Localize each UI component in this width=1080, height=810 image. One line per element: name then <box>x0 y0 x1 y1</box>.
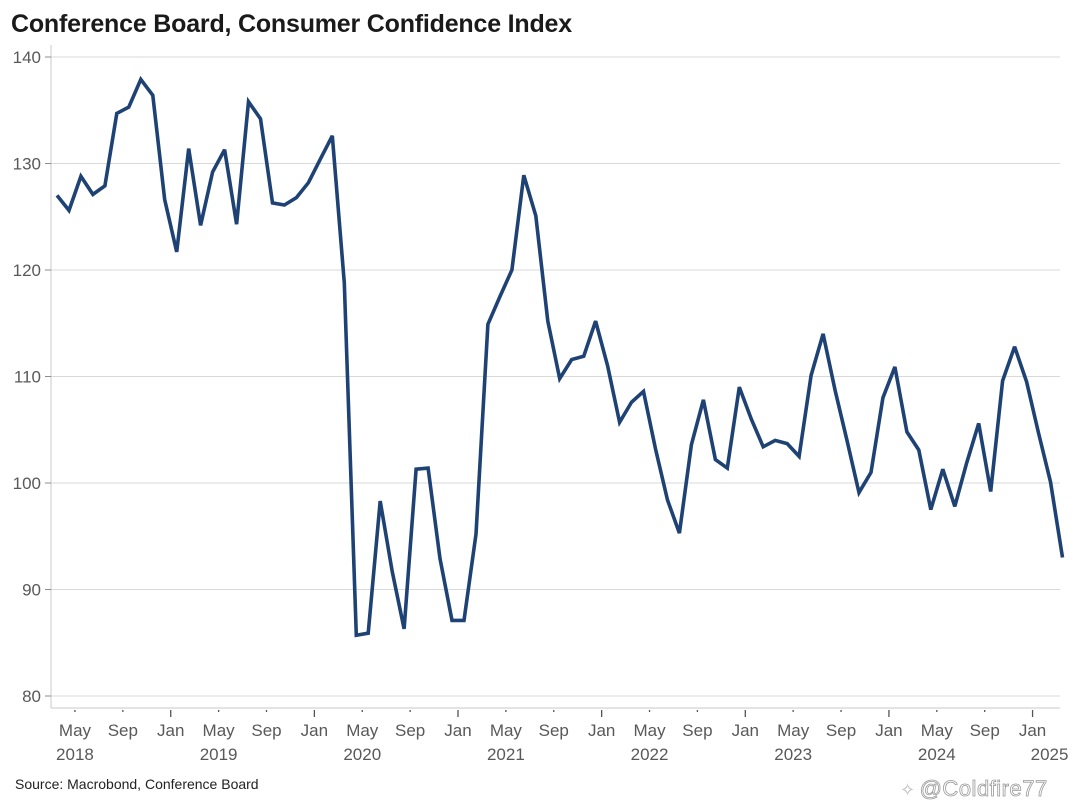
chart-title: Conference Board, Consumer Confidence In… <box>11 10 572 38</box>
y-tick-label: 100 <box>13 474 41 493</box>
x-year-label: 2021 <box>487 745 525 764</box>
x-tick-label: Sep <box>108 721 138 740</box>
x-year-label: 2019 <box>200 745 238 764</box>
x-tick-label: Sep <box>251 721 281 740</box>
series-lines <box>55 75 1065 638</box>
x-year-label: 2023 <box>774 745 812 764</box>
watermark: ✧ @Coldfire77 <box>900 776 1048 802</box>
gridlines <box>51 56 1060 697</box>
x-tick-label: Jan <box>732 721 759 740</box>
x-tick-label: Jan <box>588 721 615 740</box>
x-tick-label: Jan <box>444 721 471 740</box>
x-tick-label: Jan <box>1019 721 1046 740</box>
line-chart: 80 90 100 110 120 130 140 May 2018 Sep Jan May 2019… <box>13 45 1068 764</box>
y-tick-label: 80 <box>22 687 41 706</box>
x-year-label: 2025 <box>1031 745 1069 764</box>
x-tick-label: Sep <box>682 721 712 740</box>
y-tick-label: 90 <box>22 581 41 600</box>
x-tick-label: May <box>633 721 666 740</box>
y-tick-label: 110 <box>14 368 41 387</box>
x-tick-label: May <box>59 721 92 740</box>
x-year-label: 2024 <box>918 745 956 764</box>
x-tick-label: Sep <box>395 721 425 740</box>
source-note: Source: Macrobond, Conference Board <box>15 776 259 792</box>
x-tick-label: May <box>346 721 379 740</box>
y-tick-label: 130 <box>13 155 41 174</box>
y-tick-label: 120 <box>13 261 41 280</box>
watermark-logo-icon: ✧ <box>900 780 916 800</box>
x-tick-label: Sep <box>826 721 856 740</box>
x-tick-label: May <box>203 721 236 740</box>
x-tick-label: Sep <box>970 721 1000 740</box>
x-year-label: 2018 <box>56 745 94 764</box>
x-tick-label: May <box>921 721 954 740</box>
x-tick-label: May <box>490 721 523 740</box>
x-tick-label: May <box>777 721 810 740</box>
x-tick-label: Sep <box>539 721 569 740</box>
y-axis-ticks: 80 90 100 110 120 130 140 <box>13 48 51 706</box>
x-tick-label: Jan <box>157 721 184 740</box>
x-tick-label: Jan <box>875 721 902 740</box>
series-line-0 <box>55 75 1065 638</box>
x-year-label: 2020 <box>343 745 381 764</box>
x-axis-ticks: May 2018 Sep Jan May 2019 Sep Jan May 2020 Sep Jan M… <box>56 710 1068 764</box>
x-year-label: 2022 <box>631 745 669 764</box>
y-tick-label: 140 <box>13 48 41 67</box>
x-tick-label: Jan <box>301 721 328 740</box>
watermark-text: @Coldfire77 <box>919 776 1048 802</box>
